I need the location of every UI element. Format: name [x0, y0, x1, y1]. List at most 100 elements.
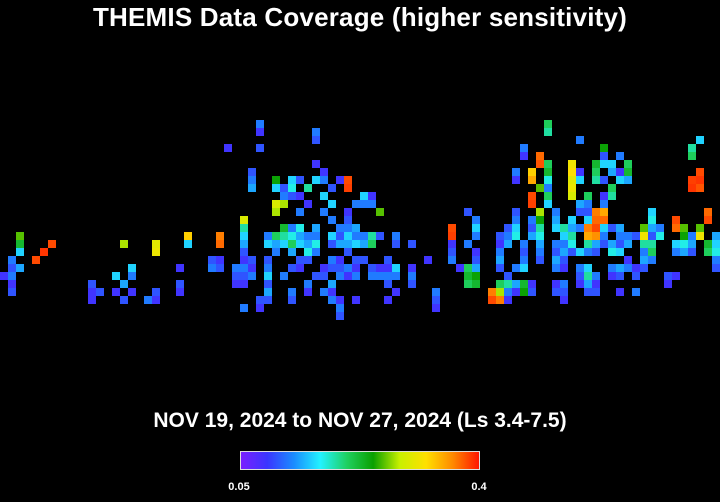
coverage-cell: [568, 240, 576, 248]
coverage-cell: [608, 240, 616, 248]
coverage-cell: [208, 264, 216, 272]
coverage-cell: [304, 256, 312, 264]
coverage-cell: [376, 272, 384, 280]
coverage-cell: [240, 232, 248, 240]
coverage-cell: [584, 272, 592, 280]
coverage-cell: [344, 224, 352, 232]
coverage-cell: [600, 152, 608, 160]
coverage-cell: [368, 200, 376, 208]
coverage-cell: [560, 240, 568, 248]
coverage-cell: [360, 200, 368, 208]
coverage-cell: [280, 232, 288, 240]
coverage-cell: [240, 224, 248, 232]
coverage-cell: [328, 256, 336, 264]
coverage-cell: [672, 224, 680, 232]
coverage-cell: [600, 232, 608, 240]
coverage-cell: [456, 264, 464, 272]
coverage-cell: [584, 232, 592, 240]
coverage-cell: [472, 248, 480, 256]
coverage-cell: [312, 248, 320, 256]
coverage-cell: [472, 280, 480, 288]
coverage-cell: [576, 272, 584, 280]
coverage-cell: [688, 240, 696, 248]
coverage-cell: [696, 176, 704, 184]
coverage-cell: [688, 184, 696, 192]
coverage-cell: [312, 160, 320, 168]
coverage-cell: [552, 240, 560, 248]
coverage-cell: [656, 224, 664, 232]
coverage-cell: [280, 240, 288, 248]
coverage-cell: [704, 240, 712, 248]
coverage-cell: [472, 224, 480, 232]
coverage-cell: [112, 272, 120, 280]
coverage-cell: [584, 192, 592, 200]
coverage-cell: [680, 232, 688, 240]
coverage-cell: [8, 256, 16, 264]
coverage-cell: [384, 264, 392, 272]
coverage-cell: [592, 232, 600, 240]
coverage-cell: [544, 160, 552, 168]
coverage-cell: [592, 160, 600, 168]
coverage-cell: [544, 192, 552, 200]
coverage-cell: [320, 192, 328, 200]
coverage-cell: [560, 280, 568, 288]
coverage-cell: [696, 168, 704, 176]
coverage-cell: [704, 208, 712, 216]
coverage-cell: [712, 264, 720, 272]
coverage-cell: [344, 184, 352, 192]
coverage-cell: [672, 216, 680, 224]
coverage-cell: [288, 224, 296, 232]
coverage-cell: [384, 280, 392, 288]
coverage-cell: [336, 232, 344, 240]
coverage-cell: [152, 288, 160, 296]
coverage-cell: [304, 232, 312, 240]
coverage-cell: [688, 248, 696, 256]
coverage-cell: [544, 120, 552, 128]
coverage-cell: [624, 256, 632, 264]
coverage-cell: [704, 216, 712, 224]
coverage-cell: [288, 176, 296, 184]
colorbar-min-label: 0.05: [228, 481, 250, 493]
coverage-cell: [616, 232, 624, 240]
coverage-cell: [584, 240, 592, 248]
coverage-cell: [240, 304, 248, 312]
coverage-cell: [184, 232, 192, 240]
coverage-cell: [16, 264, 24, 272]
coverage-cell: [232, 280, 240, 288]
coverage-cell: [648, 208, 656, 216]
coverage-cell: [8, 264, 16, 272]
coverage-cell: [288, 296, 296, 304]
coverage-cell: [520, 264, 528, 272]
coverage-cell: [320, 208, 328, 216]
coverage-cell: [600, 176, 608, 184]
coverage-cell: [320, 264, 328, 272]
coverage-cell: [576, 176, 584, 184]
coverage-cell: [568, 216, 576, 224]
coverage-cell: [672, 240, 680, 248]
coverage-cell: [152, 296, 160, 304]
coverage-cell: [616, 152, 624, 160]
coverage-cell: [256, 296, 264, 304]
coverage-cell: [608, 248, 616, 256]
coverage-cell: [592, 224, 600, 232]
coverage-cell: [360, 240, 368, 248]
coverage-cell: [8, 288, 16, 296]
coverage-cell: [584, 248, 592, 256]
coverage-cell: [344, 216, 352, 224]
coverage-cell: [600, 144, 608, 152]
coverage-cell: [656, 232, 664, 240]
coverage-cell: [384, 256, 392, 264]
coverage-cell: [504, 224, 512, 232]
coverage-cell: [328, 184, 336, 192]
coverage-cell: [576, 280, 584, 288]
coverage-cell: [464, 272, 472, 280]
coverage-cell: [280, 192, 288, 200]
coverage-cell: [120, 240, 128, 248]
coverage-cell: [640, 256, 648, 264]
coverage-cell: [392, 288, 400, 296]
coverage-cell: [368, 272, 376, 280]
coverage-cell: [432, 304, 440, 312]
date-range-subtitle: NOV 19, 2024 to NOV 27, 2024 (Ls 3.4-7.5…: [153, 409, 567, 432]
coverage-cell: [128, 272, 136, 280]
coverage-cell: [96, 288, 104, 296]
